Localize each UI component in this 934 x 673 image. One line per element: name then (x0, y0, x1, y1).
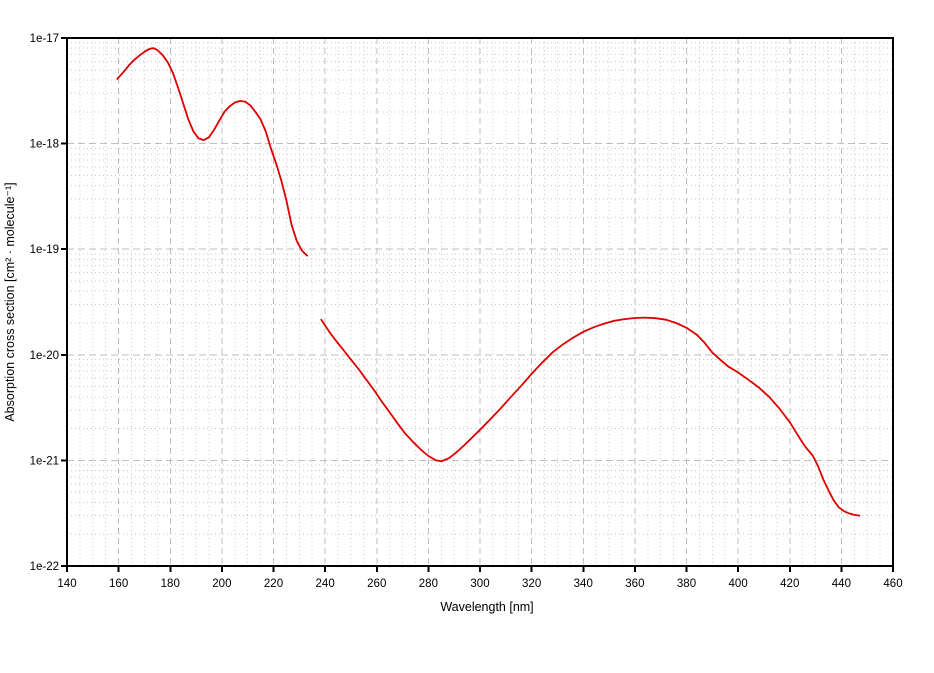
x-tick-label: 260 (367, 578, 386, 590)
y-tick-label: 1e-17 (30, 33, 59, 45)
grid-major-lines (67, 38, 893, 566)
y-tick-label: 1e-20 (30, 350, 59, 362)
x-tick-label: 440 (832, 578, 851, 590)
x-tick-label: 220 (264, 578, 283, 590)
y-tick-label: 1e-21 (30, 455, 59, 467)
curve-segment (320, 316, 861, 517)
x-tick-label: 140 (57, 578, 76, 590)
x-tick-label: 180 (161, 578, 180, 590)
absorption-cross-section-plot: 140 160 180 200 220 240 260 280 300 320 340 360 380 4… (3, 33, 903, 614)
x-tick-label: 320 (522, 578, 541, 590)
x-tick-label: 300 (470, 578, 489, 590)
x-tick-label: 360 (625, 578, 644, 590)
y-axis-label: Absorption cross section [cm² · molecule… (3, 182, 17, 421)
axis-tick-marks (61, 37, 894, 572)
y-tick-label: 1e-19 (30, 244, 59, 256)
x-axis-label: Wavelength [nm] (440, 600, 533, 614)
y-tick-label: 1e-22 (30, 561, 59, 573)
x-tick-label: 400 (729, 578, 748, 590)
y-tick-label: 1e-18 (30, 139, 59, 151)
x-tick-label: 460 (883, 578, 902, 590)
x-tick-label: 420 (780, 578, 799, 590)
caption: Absorption cross sections of methyldiimi… (67, 628, 893, 673)
x-tick-label: 280 (419, 578, 438, 590)
x-tick-label: 200 (212, 578, 231, 590)
absorption-curve (116, 47, 861, 517)
y-tick-labels: 1e-17 1e-18 1e-19 1e-20 1e-21 1e-22 (30, 33, 59, 573)
curve-segment (116, 47, 309, 257)
x-tick-label: 380 (677, 578, 696, 590)
x-tick-label: 240 (316, 578, 335, 590)
x-tick-label: 160 (109, 578, 128, 590)
x-tick-labels: 140 160 180 200 220 240 260 280 300 320 340 360 380 4… (57, 578, 902, 590)
x-tick-label: 340 (574, 578, 593, 590)
